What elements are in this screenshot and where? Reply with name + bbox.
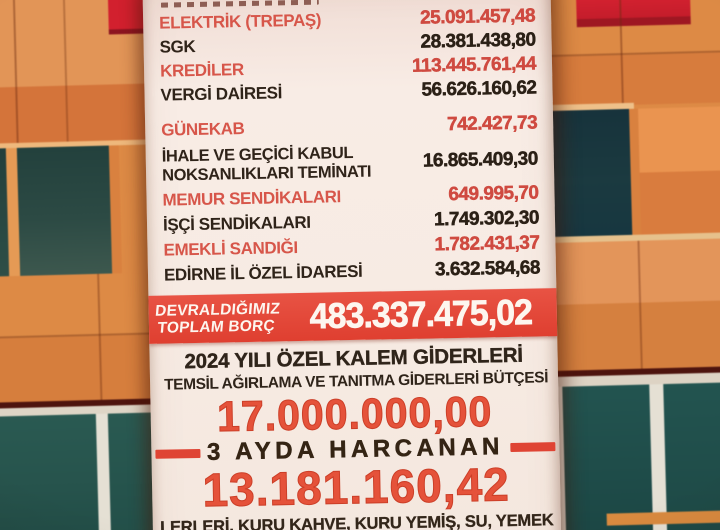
debt-value: 1.749.302,30: [433, 207, 540, 231]
window-pane: [663, 381, 720, 530]
debt-value: 56.626.160,62: [421, 77, 537, 101]
window-pane: [562, 384, 654, 530]
window-pane: [546, 108, 633, 240]
red-dash-left: [155, 448, 201, 459]
total-debt-value: 483.337.475,02: [309, 292, 533, 337]
facade-panel: [0, 334, 167, 406]
total-debt-band: DEVRALDIĞIMIZ TOPLAM BORÇ 483.337.475,02: [147, 288, 558, 344]
debt-list: ELEKTRİK (TREPAŞ) 25.091.457,48 SGK 28.3…: [157, 3, 542, 289]
debt-value: 113.445.761,44: [411, 53, 537, 77]
debt-label: İŞÇİ SENDİKALARI: [162, 212, 311, 235]
facade-panel: [549, 237, 720, 306]
debt-value: 16.865.409,30: [422, 148, 539, 172]
facade-panel: [639, 169, 720, 237]
total-label-line2: TOPLAM BORÇ: [156, 317, 276, 337]
red-sign: [575, 0, 691, 28]
debt-value: 742.427,73: [446, 112, 538, 136]
cropped-text-remnant: [160, 0, 319, 8]
debt-label: KREDİLER: [159, 60, 244, 81]
facade-panel: [638, 105, 720, 173]
facade-panel: [544, 51, 720, 108]
expenses-title: 2024 YILI ÖZEL KALEM GİDERLERİ: [184, 343, 524, 374]
debt-row: İHALE VE GEÇİCİ KABUL NOKSANLIKLARI TEMİ…: [161, 136, 539, 189]
debt-value: 1.782.431,37: [434, 232, 540, 256]
debt-label: GÜNEKAB: [161, 119, 245, 140]
debt-label: MEMUR SENDİKALARI: [162, 187, 342, 210]
expenses-section: 2024 YILI ÖZEL KALEM GİDERLERİ TEMSİL AĞ…: [155, 343, 556, 530]
debt-value: 28.381.438,80: [420, 29, 536, 53]
window-pane: [0, 413, 100, 530]
debt-value: 649.995,70: [448, 182, 539, 206]
facade-panel: [551, 299, 720, 373]
debt-label: VERGİ DAİRESİ: [160, 83, 283, 105]
facade-panel: [0, 83, 160, 147]
red-dash-right: [510, 441, 556, 452]
window-pane: [16, 145, 113, 276]
debt-label: EDİRNE İL ÖZEL İDARESİ: [163, 261, 363, 285]
debt-value: 3.632.584,68: [434, 257, 541, 281]
window-frame: [108, 145, 123, 274]
debt-label: SGK: [159, 36, 196, 57]
debt-label: EMEKLİ SANDIĞI: [163, 238, 298, 260]
debt-value: 25.091.457,48: [419, 5, 536, 29]
total-label-line1: DEVRALDIĞIMIZ: [154, 300, 281, 320]
budget-amount: 17.000.000,00: [216, 387, 493, 441]
debt-label: İHALE VE GEÇİCİ KABUL NOKSANLIKLARI TEMİ…: [161, 143, 372, 185]
spent-amount: 13.181.160,42: [202, 457, 511, 517]
total-debt-label: DEVRALDIĞIMIZ TOPLAM BORÇ: [147, 300, 286, 337]
debt-label: ELEKTRİK (TREPAŞ): [158, 10, 322, 33]
debt-banner: ELEKTRİK (TREPAŞ) 25.091.457,48 SGK 28.3…: [142, 0, 562, 530]
